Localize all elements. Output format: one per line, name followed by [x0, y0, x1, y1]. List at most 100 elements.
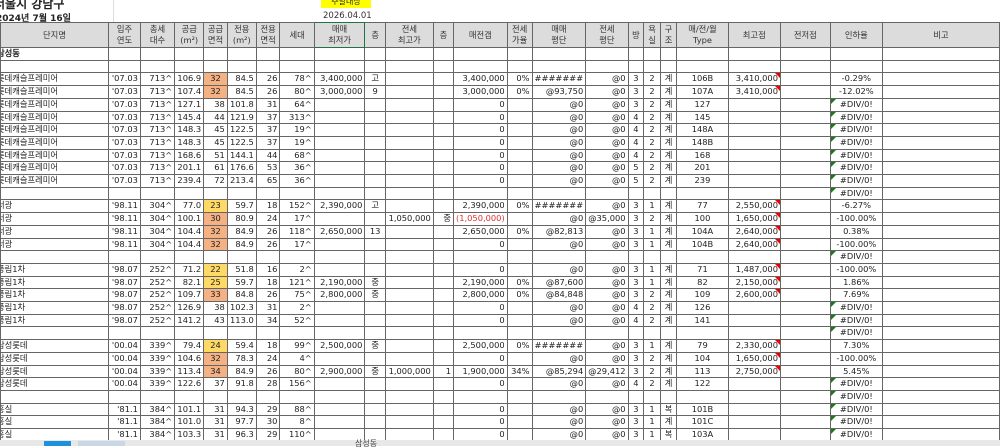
- header-supply-m2[interactable]: 공급 (m²): [174, 22, 205, 48]
- cell-trough[interactable]: [779, 377, 831, 391]
- cell-jeonse-floor[interactable]: [432, 262, 455, 277]
- cell-gap[interactable]: [453, 250, 508, 264]
- cell-name[interactable]: 홍실: [0, 415, 109, 430]
- cell-sale-min[interactable]: [313, 377, 366, 391]
- cell-jeonse-per-pyeong[interactable]: @0: [585, 174, 629, 188]
- cell-jeonse-ratio[interactable]: [506, 148, 533, 163]
- cell-gap[interactable]: 2,190,000: [453, 275, 508, 290]
- cell-year[interactable]: '07.03: [108, 110, 141, 125]
- cell-name[interactable]: 삼성동: [0, 47, 109, 61]
- cell-jeonse-ratio[interactable]: [506, 262, 533, 277]
- cell-jeonse-max[interactable]: [384, 161, 434, 176]
- cell-supply-m2[interactable]: [174, 326, 205, 341]
- cell-exclusive-m2[interactable]: 84.9: [226, 224, 257, 239]
- cell-baths[interactable]: [643, 326, 661, 341]
- cell-type[interactable]: 148B: [676, 135, 729, 150]
- cell-drop-rate[interactable]: #DIV/0!: [829, 415, 883, 430]
- cell-supply-m2[interactable]: 101.0: [174, 415, 205, 430]
- cell-structure[interactable]: 계: [659, 364, 678, 379]
- cell-jeonse-ratio[interactable]: 0%: [506, 72, 533, 87]
- cell-supply-pyeong[interactable]: 23: [203, 199, 228, 214]
- cell-structure[interactable]: 계: [659, 148, 678, 163]
- cell-type[interactable]: 122: [676, 377, 729, 391]
- cell-peak[interactable]: 3,410,000: [727, 85, 781, 99]
- cell-total-units[interactable]: 304^: [139, 237, 176, 252]
- cell-drop-rate[interactable]: #DIV/0!: [829, 110, 883, 125]
- cell-name[interactable]: 롯데캐슬프레미어: [0, 161, 109, 176]
- cell-sale-per-pyeong[interactable]: @85,294: [531, 364, 587, 379]
- cell-jeonse-ratio[interactable]: [506, 415, 533, 430]
- cell-sale-floor[interactable]: [364, 389, 386, 404]
- cell-sale-floor[interactable]: [364, 174, 386, 188]
- cell-name[interactable]: 롯데캐슬프레미어: [0, 135, 109, 150]
- cell-drop-rate[interactable]: 1.86%: [829, 275, 883, 290]
- cell-year[interactable]: '98.07: [108, 262, 141, 277]
- header-exclusive-pyeong[interactable]: 전용 면적: [255, 22, 281, 48]
- cell-year[interactable]: '98.11: [108, 199, 141, 214]
- cell-sale-min[interactable]: 2,900,000: [313, 364, 366, 379]
- cell-sale-floor[interactable]: [364, 135, 386, 150]
- cell-sale-floor[interactable]: [364, 415, 386, 430]
- cell-jeonse-per-pyeong[interactable]: @0: [585, 415, 629, 430]
- cell-jeonse-max[interactable]: [384, 110, 434, 125]
- cell-exclusive-pyeong[interactable]: 26: [255, 288, 281, 303]
- cell-sale-floor[interactable]: [364, 250, 386, 264]
- cell-note[interactable]: [881, 161, 1000, 176]
- cell-gap[interactable]: 2,500,000: [453, 339, 508, 353]
- cell-jeonse-floor[interactable]: [432, 237, 455, 252]
- cell-year[interactable]: '98.07: [108, 313, 141, 328]
- cell-sale-floor[interactable]: [364, 301, 386, 315]
- cell-baths[interactable]: 2: [643, 148, 661, 163]
- cell-jeonse-floor[interactable]: [432, 199, 455, 214]
- cell-note[interactable]: [881, 377, 1000, 391]
- cell-gap[interactable]: 0: [453, 351, 508, 366]
- cell-baths[interactable]: 2: [643, 72, 661, 87]
- cell-jeonse-ratio[interactable]: [506, 250, 533, 264]
- cell-year[interactable]: '98.07: [108, 275, 141, 290]
- cell-type[interactable]: 101C: [676, 415, 729, 430]
- cell-trough[interactable]: [779, 250, 831, 264]
- cell-type[interactable]: 141: [676, 313, 729, 328]
- cell-sale-per-pyeong[interactable]: @0: [531, 97, 587, 112]
- cell-exclusive-m2[interactable]: 144.1: [226, 148, 257, 163]
- cell-gap[interactable]: 0: [453, 97, 508, 112]
- cell-sale-min[interactable]: [313, 47, 366, 61]
- cell-drop-rate[interactable]: [829, 59, 883, 74]
- cell-gap[interactable]: 0: [453, 415, 508, 430]
- cell-exclusive-m2[interactable]: 113.0: [226, 313, 257, 328]
- cell-sale-min[interactable]: [313, 135, 366, 150]
- cell-sale-per-pyeong[interactable]: @0: [531, 123, 587, 137]
- cell-structure[interactable]: 계: [659, 339, 678, 353]
- cell-supply-m2[interactable]: [174, 186, 205, 201]
- cell-jeonse-per-pyeong[interactable]: [585, 250, 629, 264]
- cell-sale-per-pyeong[interactable]: @0: [531, 110, 587, 125]
- cell-sale-min[interactable]: [313, 402, 366, 417]
- cell-note[interactable]: [881, 402, 1000, 417]
- cell-total-units[interactable]: [139, 389, 176, 404]
- cell-exclusive-m2[interactable]: [226, 326, 257, 341]
- cell-sale-per-pyeong[interactable]: [531, 326, 587, 341]
- cell-supply-m2[interactable]: 168.6: [174, 148, 205, 163]
- cell-sale-per-pyeong[interactable]: @0: [531, 262, 587, 277]
- cell-jeonse-ratio[interactable]: [506, 186, 533, 201]
- cell-jeonse-max[interactable]: [384, 351, 434, 366]
- cell-note[interactable]: [881, 288, 1000, 303]
- cell-units[interactable]: 4^: [279, 351, 315, 366]
- cell-supply-pyeong[interactable]: 25: [203, 275, 228, 290]
- cell-units[interactable]: 2^: [279, 262, 315, 277]
- cell-units[interactable]: [279, 186, 315, 201]
- cell-exclusive-m2[interactable]: 59.7: [226, 275, 257, 290]
- cell-supply-pyeong[interactable]: 45: [203, 135, 228, 150]
- cell-peak[interactable]: [727, 97, 781, 112]
- cell-supply-m2[interactable]: 122.6: [174, 377, 205, 391]
- cell-gap[interactable]: 0: [453, 174, 508, 188]
- cell-trough[interactable]: [779, 275, 831, 290]
- cell-baths[interactable]: 1: [643, 262, 661, 277]
- cell-jeonse-max[interactable]: [384, 72, 434, 87]
- cell-total-units[interactable]: 339^: [139, 364, 176, 379]
- cell-sale-floor[interactable]: [364, 161, 386, 176]
- cell-total-units[interactable]: 252^: [139, 301, 176, 315]
- cell-sale-min[interactable]: [313, 262, 366, 277]
- cell-jeonse-ratio[interactable]: 0%: [506, 275, 533, 290]
- cell-jeonse-ratio[interactable]: [506, 97, 533, 112]
